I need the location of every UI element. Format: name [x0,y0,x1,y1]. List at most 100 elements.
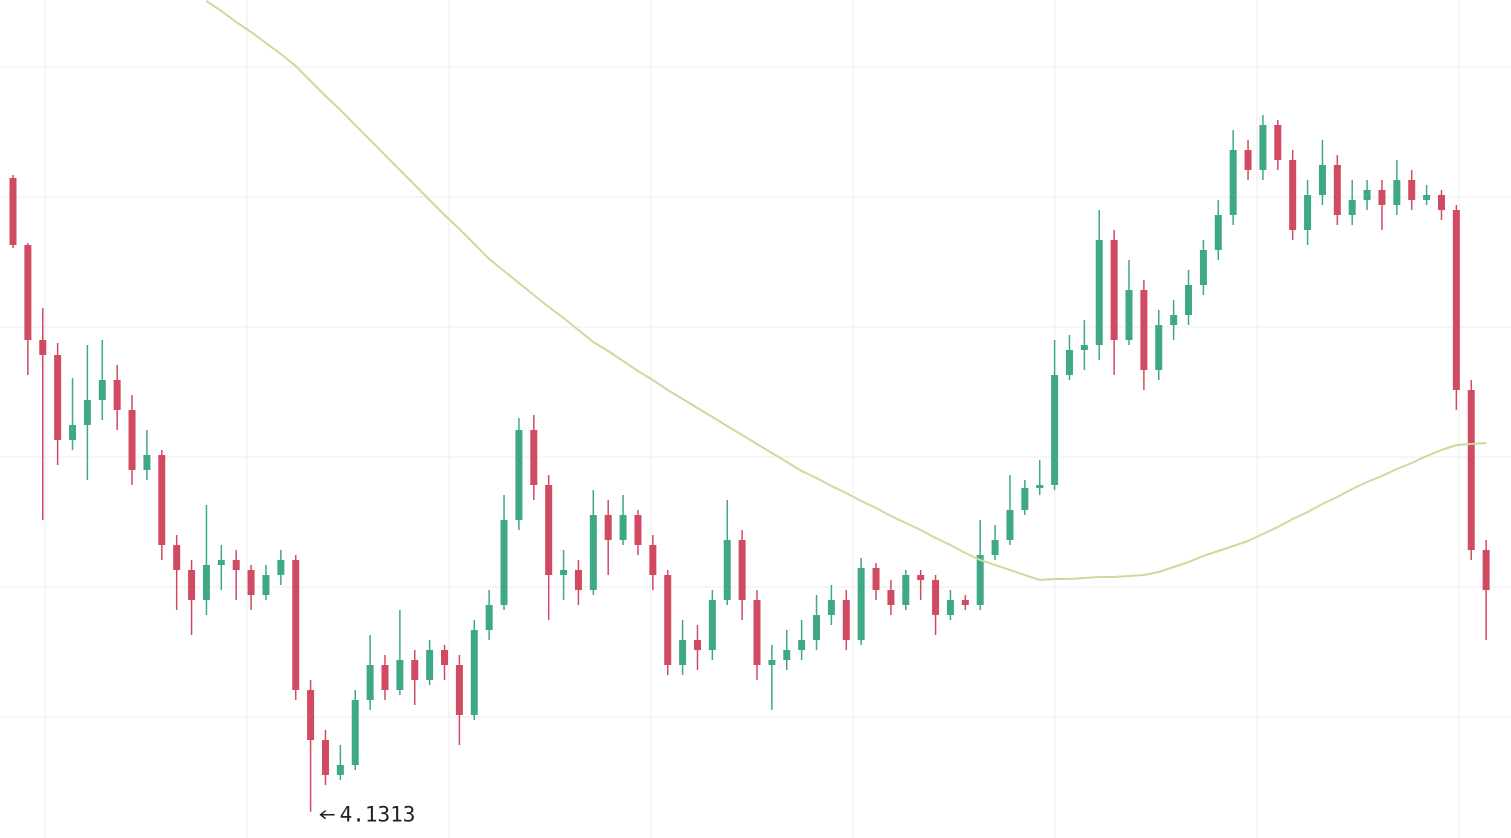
candle-body [1259,125,1267,170]
candle-body [545,485,553,575]
candle-body [857,568,865,640]
candle-body [441,650,449,665]
candle-body [321,740,329,775]
candle-body [217,560,225,565]
candle-body [143,455,151,470]
candle-body [262,575,270,595]
candle-body [247,570,255,595]
candle-body [679,640,687,665]
candles [9,115,1490,812]
candle-body [1110,240,1118,340]
candle-body [455,665,463,715]
candle-body [902,575,910,605]
candle-body [634,515,642,545]
candle-body [173,545,181,570]
candle-body [1318,165,1326,195]
candle-body [932,580,940,615]
candle-body [1229,150,1237,215]
candle-body [1244,150,1252,170]
candle-body [813,615,821,640]
candle-body [1006,510,1014,540]
candle-body [991,540,999,555]
candle-body [1304,195,1312,230]
time-grid [44,0,1460,838]
candle-body [426,650,434,680]
candle-body [1378,190,1386,205]
candle-body [1036,485,1044,488]
candle-body [83,400,91,425]
candle-body [1185,285,1193,315]
candle-body [768,660,776,665]
candle-body [946,600,954,615]
candle-body [470,630,478,715]
candle-body [202,565,210,600]
candle-body [1452,210,1460,390]
candle-body [1095,240,1103,345]
candle-body [1408,180,1416,200]
annotation-arrow [319,810,335,820]
candle-body [574,570,582,590]
candle-body [753,600,761,665]
candle-body [54,355,62,440]
candle-body [1348,200,1356,215]
candle-body [366,665,374,700]
candle-body [1170,315,1178,325]
candle-body [917,575,925,580]
candle-body [887,590,895,605]
candle-body [351,700,359,765]
candle-body [604,515,612,540]
low-annotation: 4.1313 [340,803,416,827]
candle-body [292,560,300,690]
candle-body [1274,125,1282,160]
candle-body [232,560,240,570]
candle-body [560,570,568,575]
candle-body [693,640,701,650]
candle-body [1393,180,1401,205]
candle-body [500,520,508,605]
candle-body [1021,488,1029,510]
candle-body [277,560,285,575]
candle-body [1482,550,1490,590]
candle-body [128,410,136,470]
candle-body [307,690,315,740]
candle-body [872,568,880,590]
candle-body [1080,345,1088,350]
candle-body [961,600,969,605]
candle-body [188,570,196,600]
candle-body [113,380,121,410]
candle-body [98,380,106,400]
moving-average-line [205,0,1487,582]
candle-body [589,515,597,590]
candle-body [723,540,731,600]
candle-body [336,765,344,775]
candle-body [738,540,746,600]
candle-body [158,455,166,545]
candle-body [381,665,389,690]
candle-body [1214,215,1222,250]
candle-body [783,650,791,660]
candle-body [1467,390,1475,550]
candle-body [1363,190,1371,200]
candle-body [1051,375,1059,485]
candle-body [530,430,538,485]
candle-body [708,600,716,650]
candle-body [485,605,493,630]
candle-body [9,178,17,245]
candle-body [1065,350,1073,375]
candle-body [24,245,32,340]
candle-body [39,340,47,355]
candle-body [1199,250,1207,285]
candle-body [69,425,77,440]
candle-body [515,430,523,520]
candle-body [411,660,419,680]
candle-body [1333,165,1341,215]
candle-body [1289,160,1297,230]
candle-body [619,515,627,540]
candle-body [649,545,657,575]
candle-body [1437,195,1445,210]
candle-body [827,600,835,615]
candle-body [798,640,806,650]
candle-body [1423,195,1431,200]
candle-body [396,660,404,690]
